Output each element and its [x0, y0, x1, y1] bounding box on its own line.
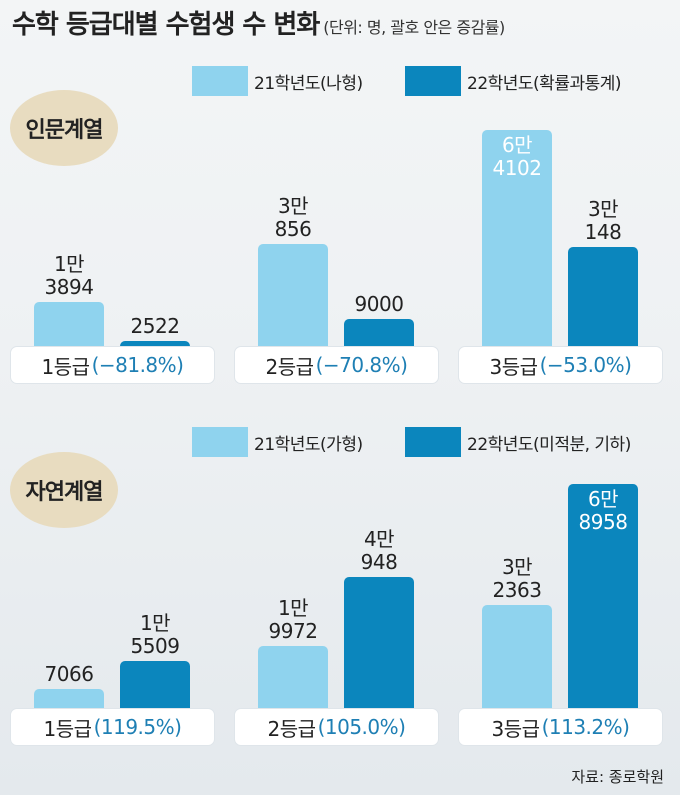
bar-y22-2: [344, 577, 414, 720]
data-label-line: 5509: [130, 634, 180, 658]
data-label-line: 6만: [587, 487, 619, 511]
legend-swatch: [192, 427, 248, 457]
data-label-line: 2522: [130, 314, 180, 338]
data-label-line: 6만: [501, 133, 533, 157]
category-name: 2등급: [267, 716, 317, 741]
data-label-line: 9972: [268, 619, 318, 643]
legend-natural-22: 22학년도(미적분, 기하): [405, 427, 631, 457]
data-label-line: 4만: [363, 527, 395, 551]
chart-title: 수학 등급대별 수험생 수 변화 (단위: 명, 괄호 안은 증감률): [12, 4, 505, 41]
data-label: 4만 948: [334, 528, 424, 574]
data-label-line: 1만: [53, 252, 85, 276]
data-label-line: 3만: [277, 194, 309, 218]
category-label-3: 3등급 (−53.0%): [458, 346, 663, 384]
data-label: 3만 148: [558, 198, 648, 244]
category-name: 3등급: [489, 354, 539, 379]
data-label-line: 3만: [501, 555, 533, 579]
data-label-line: 1만: [139, 611, 171, 635]
data-label-line: 9000: [354, 292, 404, 316]
data-label-line: 3만: [587, 197, 619, 221]
chart-subtitle: (단위: 명, 괄호 안은 증감률): [323, 18, 505, 37]
change-rate: (119.5%): [93, 715, 182, 739]
legend-label: 21학년도(가형): [254, 434, 363, 455]
data-label: 1만 5509: [110, 612, 200, 658]
data-label-line: 856: [274, 217, 312, 241]
bar-y21-3: [482, 130, 552, 358]
data-label: 9000: [334, 293, 424, 316]
category-label-2: 2등급 (−70.8%): [234, 346, 439, 384]
category-label-1: 1등급 (−81.8%): [10, 346, 215, 384]
category-label-3: 3등급 (113.2%): [458, 708, 663, 746]
legend-label: 22학년도(확률과통계): [467, 73, 622, 94]
data-label-line: 8958: [578, 510, 628, 534]
data-label-line: 1만: [277, 596, 309, 620]
data-label: 1만 9972: [248, 597, 338, 643]
data-label-line: 148: [584, 220, 622, 244]
data-label-line: 2363: [492, 578, 542, 602]
legend-swatch: [192, 66, 248, 96]
data-label-line: 3894: [44, 275, 94, 299]
category-label-2: 2등급 (105.0%): [234, 708, 439, 746]
data-label-line: 7066: [44, 662, 94, 686]
category-name: 1등급: [43, 716, 93, 741]
legend-swatch: [405, 66, 461, 96]
source-note: 자료: 종로학원: [571, 768, 664, 786]
panel-badge-humanities: 인문계열: [10, 90, 118, 166]
change-rate: (105.0%): [317, 715, 406, 739]
data-label: 3만 856: [248, 195, 338, 241]
chart-title-text: 수학 등급대별 수험생 수 변화: [12, 10, 320, 40]
legend-humanities-21: 21학년도(나형): [192, 66, 363, 96]
panel-badge-natural-sciences: 자연계열: [10, 452, 118, 528]
legend-humanities-22: 22학년도(확률과통계): [405, 66, 622, 96]
legend-label: 21학년도(나형): [254, 73, 363, 94]
bar-y21-2: [258, 646, 328, 720]
data-label: 7066: [24, 663, 114, 686]
bar-y22-3: [568, 484, 638, 720]
change-rate: (113.2%): [541, 715, 630, 739]
bar-y22-3: [568, 247, 638, 358]
category-name: 3등급: [491, 716, 541, 741]
data-label: 6만 4102: [472, 134, 562, 180]
data-label: 1만 3894: [24, 253, 114, 299]
category-name: 2등급: [265, 354, 315, 379]
data-label-line: 4102: [492, 156, 542, 180]
legend-natural-21: 21학년도(가형): [192, 427, 363, 457]
bar-y21-3: [482, 605, 552, 720]
data-label: 2522: [110, 315, 200, 338]
change-rate: (−53.0%): [539, 353, 632, 377]
category-label-1: 1등급 (119.5%): [10, 708, 215, 746]
data-label: 3만 2363: [472, 556, 562, 602]
change-rate: (−70.8%): [315, 353, 408, 377]
data-label: 6만 8958: [558, 488, 648, 534]
change-rate: (−81.8%): [91, 353, 184, 377]
legend-label: 22학년도(미적분, 기하): [467, 434, 631, 455]
legend-swatch: [405, 427, 461, 457]
bar-y21-2: [258, 244, 328, 358]
data-label-line: 948: [360, 550, 398, 574]
category-name: 1등급: [41, 354, 91, 379]
